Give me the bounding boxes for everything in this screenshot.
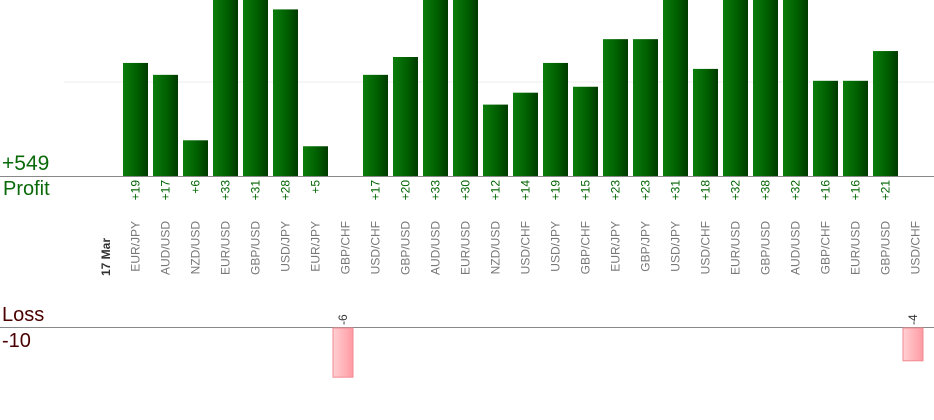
bar-value-label: -4 (906, 314, 920, 325)
profit-bar (483, 104, 508, 176)
profit-bar (423, 0, 448, 177)
profit-bar (123, 62, 148, 177)
category-label: EUR/USD (459, 221, 473, 275)
category-label: USD/CHF (519, 221, 533, 274)
category-label: EUR/JPY (309, 221, 323, 272)
category-label: EUR/USD (219, 221, 233, 275)
loss-label: Loss (2, 304, 45, 326)
bar-value-label: +23 (609, 180, 623, 201)
profit-bar (843, 80, 868, 176)
bar-value-label: +6 (189, 180, 203, 194)
total-loss-value: -10 (2, 330, 31, 352)
bar-value-label: +31 (249, 180, 263, 201)
bar-value-label: +33 (219, 180, 233, 201)
bar-value-label: +15 (579, 180, 593, 201)
profit-bar (663, 0, 688, 176)
bar-value-label: +12 (489, 180, 503, 201)
bar-value-label: +28 (279, 180, 293, 201)
category-label: EUR/JPY (609, 221, 623, 272)
category-label: GBP/JPY (639, 221, 653, 272)
bar-value-label: +5 (309, 180, 323, 194)
profit-bar (753, 0, 778, 177)
profit-bar (243, 0, 268, 176)
category-label: GBP/CHF (339, 221, 353, 274)
bar-value-label: +16 (849, 180, 863, 201)
bar-value-label: +33 (429, 180, 443, 201)
profit-bar (213, 0, 238, 177)
category-label: EUR/JPY (129, 221, 143, 272)
profit-bar (723, 0, 748, 176)
profit-bar (363, 74, 388, 176)
category-label: GBP/USD (879, 221, 893, 275)
bar-value-label: +14 (519, 180, 533, 201)
profit-bar (543, 62, 568, 177)
category-label: AUD/USD (789, 221, 803, 275)
bar-value-label: +32 (789, 180, 803, 201)
profit-bar (273, 9, 298, 177)
profit-bar (393, 57, 418, 176)
bar-value-label: +23 (639, 180, 653, 201)
bar-value-label: +16 (819, 180, 833, 201)
bar-value-label: +17 (369, 180, 383, 201)
bar-value-label: +38 (759, 180, 773, 201)
loss-bar (332, 327, 354, 378)
profit-bar (873, 51, 898, 176)
bar-value-label: +20 (399, 180, 413, 201)
profit-bar (693, 68, 718, 176)
profit-bar (303, 146, 328, 176)
category-label: USD/CHF (369, 221, 383, 274)
category-label: AUD/USD (159, 221, 173, 275)
category-label: EUR/USD (729, 221, 743, 275)
category-label: AUD/USD (429, 221, 443, 275)
bar-value-label: +17 (159, 180, 173, 201)
profit-bar (813, 80, 838, 176)
profit-label: Profit (3, 178, 50, 200)
bar-value-label: +21 (879, 180, 893, 201)
category-label: GBP/USD (399, 221, 413, 275)
bar-value-label: +31 (669, 180, 683, 201)
category-label: GBP/CHF (579, 221, 593, 274)
category-label: GBP/CHF (819, 221, 833, 274)
profit-bar (153, 74, 178, 176)
bar-value-label: +18 (699, 180, 713, 201)
category-label: USD/CHF (699, 221, 713, 274)
category-label: USD/CHF (909, 221, 923, 274)
category-label: USD/JPY (669, 221, 683, 272)
bar-value-label: +32 (729, 180, 743, 201)
profit-bar (783, 0, 808, 176)
category-label: USD/JPY (549, 221, 563, 272)
category-label: GBP/USD (249, 221, 263, 275)
category-label: NZD/USD (189, 221, 203, 275)
category-label: EUR/USD (849, 221, 863, 275)
profit-bar (513, 92, 538, 176)
bar-value-label: +19 (549, 180, 563, 201)
profit-bar (183, 140, 208, 176)
bar-value-label: -6 (336, 314, 350, 325)
profit-bar (603, 39, 628, 177)
category-label: NZD/USD (489, 221, 503, 275)
bar-value-label: +30 (459, 180, 473, 201)
profit-bar (453, 0, 478, 176)
total-profit-value: +549 (2, 152, 50, 175)
profit-bar (573, 86, 598, 176)
profit-bar (633, 39, 658, 177)
category-label: GBP/USD (759, 221, 773, 275)
loss-bar (902, 327, 924, 362)
date-label: 17 Mar (99, 238, 113, 276)
bar-value-label: +19 (129, 180, 143, 201)
category-label: USD/JPY (279, 221, 293, 272)
